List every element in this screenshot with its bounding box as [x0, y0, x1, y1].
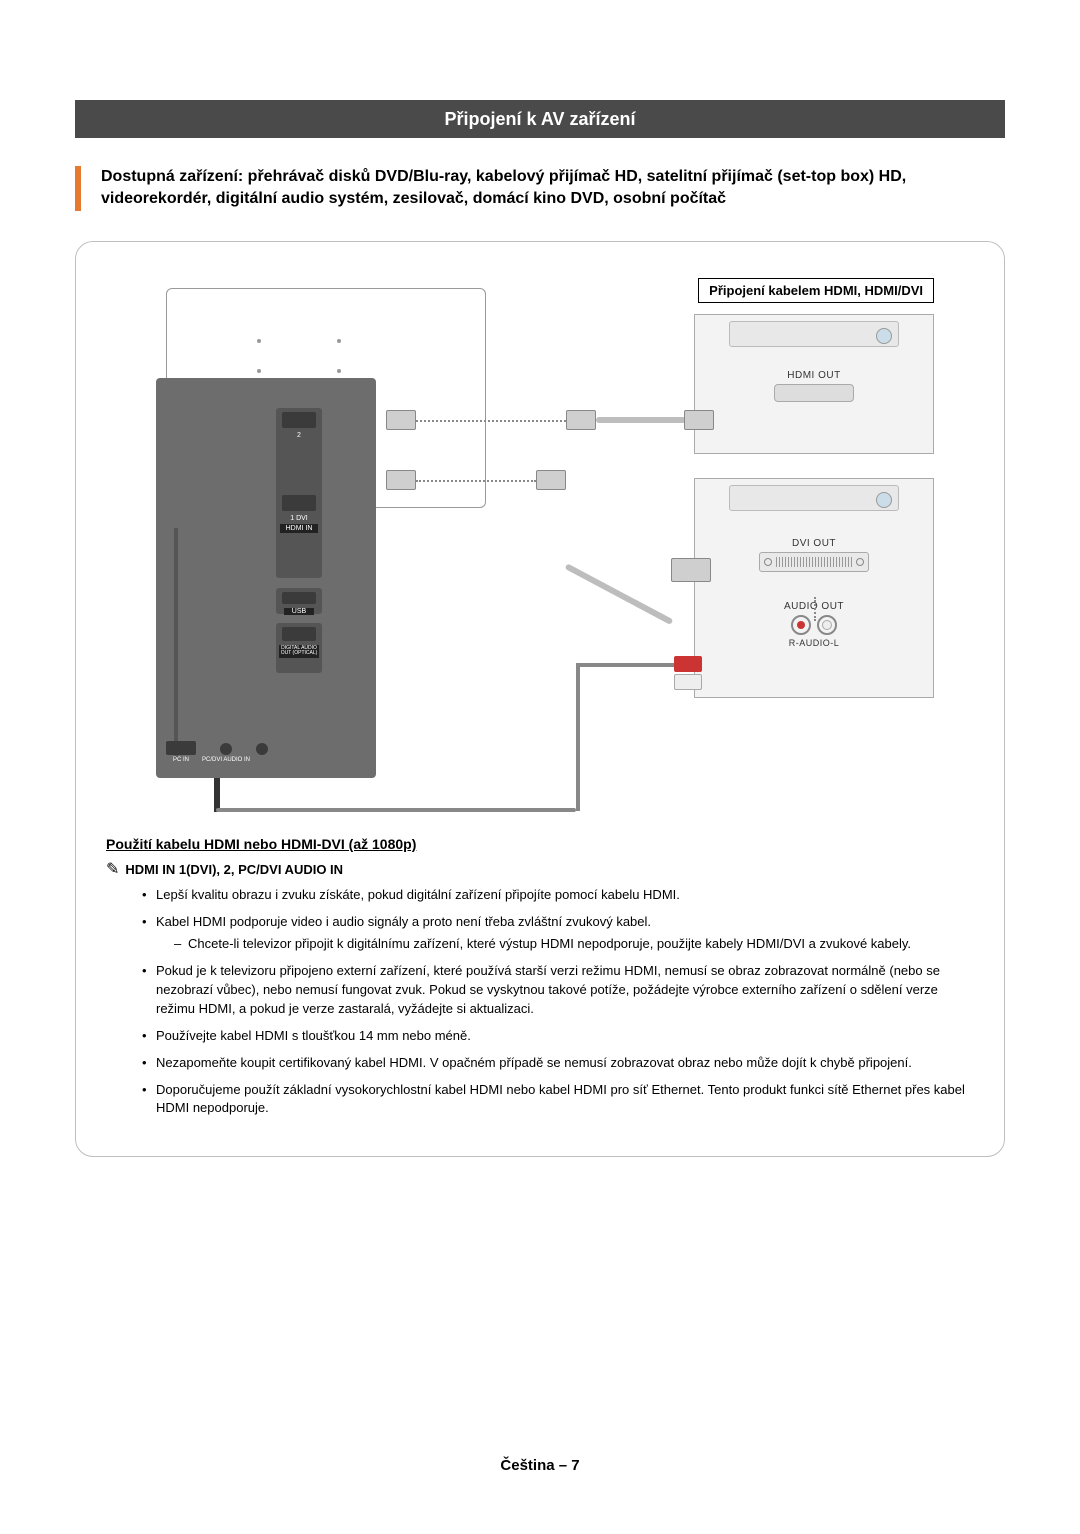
- bullet-text: Lepší kvalitu obrazu i zvuku získáte, po…: [156, 887, 680, 902]
- rca-plug-white-icon: [674, 674, 702, 690]
- optical-port-group: DIGITAL AUDIO OUT (OPTICAL): [276, 623, 322, 673]
- cable-segment: [596, 417, 686, 423]
- rca-plug-red-icon: [674, 656, 702, 672]
- bottom-port-row: PC IN PC/DVI AUDIO IN: [166, 723, 366, 763]
- hdmi-port-group: 2 1 DVI HDMI IN: [276, 408, 322, 578]
- page-footer: Čeština – 7: [75, 1457, 1005, 1474]
- list-item: Nezapomeňte koupit certifikovaný kabel H…: [142, 1054, 974, 1073]
- bullet-text: Kabel HDMI podporuje video i audio signá…: [156, 914, 651, 929]
- rca-red-icon: [791, 615, 811, 635]
- port-label-hdmi1dvi: 1 DVI: [276, 515, 322, 522]
- sub-list-item: Chcete-li televizor připojit k digitální…: [174, 935, 974, 954]
- port-label-optical: DIGITAL AUDIO OUT (OPTICAL): [279, 645, 319, 658]
- hdmi-plug-icon: [566, 410, 596, 430]
- intro-text: Dostupná zařízení: přehrávač disků DVD/B…: [101, 166, 1005, 211]
- cable-dotted: [416, 420, 566, 430]
- usb-port-group: USB: [276, 588, 322, 614]
- list-item: Lepší kvalitu obrazu i zvuku získáte, po…: [142, 886, 974, 905]
- player-icon: [729, 321, 899, 347]
- hdmi-plug-icon: [684, 410, 714, 430]
- note-heading: HDMI IN 1(DVI), 2, PC/DVI AUDIO IN: [125, 862, 343, 877]
- note-line: ✎ HDMI IN 1(DVI), 2, PC/DVI AUDIO IN: [106, 862, 974, 878]
- accent-bar: [75, 166, 81, 211]
- bullet-text: Nezapomeňte koupit certifikovaný kabel H…: [156, 1055, 912, 1070]
- player-icon-2: [729, 485, 899, 511]
- cable-dotted: [416, 480, 536, 490]
- bullet-text: Doporučujeme použít základní vysokorychl…: [156, 1082, 965, 1116]
- external-device-hdmi: HDMI OUT: [694, 314, 934, 454]
- ext2-dvi-label: DVI OUT: [699, 538, 929, 549]
- audio-cable-vertical: [576, 666, 580, 811]
- bullet-list: Lepší kvalitu obrazu i zvuku získáte, po…: [106, 886, 974, 1118]
- ext1-hdmi-slot: [774, 384, 854, 402]
- dotted-divider: [814, 597, 816, 621]
- ext1-port-label: HDMI OUT: [699, 370, 929, 381]
- section-title: Připojení k AV zařízení: [444, 109, 635, 130]
- list-item: Pokud je k televizoru připojeno externí …: [142, 962, 974, 1019]
- note-icon: ✎: [106, 862, 119, 878]
- sub-bullet-text: Chcete-li televizor připojit k digitální…: [188, 936, 911, 951]
- ext2-audio-channels: R-AUDIO-L: [699, 638, 929, 648]
- diagram-frame: Připojení kabelem HDMI, HDMI/DVI 2 1 DVI…: [75, 241, 1005, 1157]
- connection-label-box: Připojení kabelem HDMI, HDMI/DVI: [698, 278, 934, 303]
- bullet-text: Pokud je k televizoru připojeno externí …: [156, 963, 940, 1016]
- audio-cable: [216, 808, 576, 812]
- connection-label: Připojení kabelem HDMI, HDMI/DVI: [709, 283, 923, 298]
- port-label-hdmi2: 2: [276, 432, 322, 439]
- ext2-dvi-slot: [759, 552, 869, 572]
- list-item: Kabel HDMI podporuje video i audio signá…: [142, 913, 974, 955]
- port-label-pc-in: PC IN: [173, 757, 189, 763]
- list-item: Doporučujeme použít základní vysokorychl…: [142, 1081, 974, 1119]
- tv-back-panel: 2 1 DVI HDMI IN USB DIGITAL AUDIO OUT (O…: [156, 378, 376, 778]
- port-label-usb: USB: [284, 608, 314, 615]
- external-device-dvi: DVI OUT AUDIO OUT R-AUDIO-L: [694, 478, 934, 698]
- hdmi-plug-icon: [536, 470, 566, 490]
- bullet-text: Používejte kabel HDMI s tloušťkou 14 mm …: [156, 1028, 471, 1043]
- port-label-pcdvi-audio: PC/DVI AUDIO IN: [202, 757, 250, 763]
- connection-diagram: Připojení kabelem HDMI, HDMI/DVI 2 1 DVI…: [106, 278, 974, 818]
- section-title-bar: Připojení k AV zařízení: [75, 100, 1005, 138]
- rca-white-icon: [817, 615, 837, 635]
- audio-cable-h2: [576, 663, 676, 667]
- hdmi-plug-icon: [386, 470, 416, 490]
- intro-row: Dostupná zařízení: přehrávač disků DVD/B…: [75, 166, 1005, 211]
- port-label-hdmi-in: HDMI IN: [280, 524, 318, 533]
- list-item: Používejte kabel HDMI s tloušťkou 14 mm …: [142, 1027, 974, 1046]
- subsection-title: Použití kabelu HDMI nebo HDMI-DVI (až 10…: [106, 836, 974, 852]
- audio-plug-icon: [214, 778, 220, 812]
- dvi-plug-icon: [671, 558, 711, 582]
- cable-segment: [565, 563, 674, 625]
- hdmi-plug-icon: [386, 410, 416, 430]
